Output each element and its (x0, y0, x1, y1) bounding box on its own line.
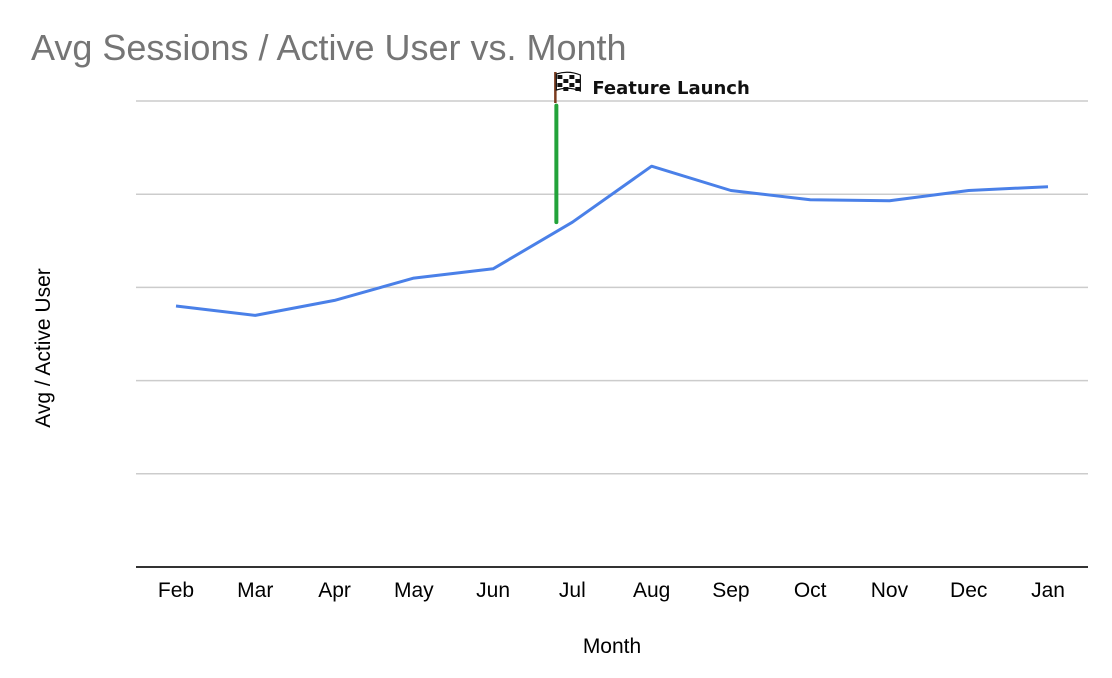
gridlines (136, 100, 1088, 475)
x-tick-sep: Sep (712, 579, 749, 602)
x-tick-jan: Jan (1031, 579, 1065, 602)
x-tick-jun: Jun (476, 579, 510, 602)
x-tick-apr: Apr (318, 579, 351, 602)
x-tick-feb: Feb (158, 579, 194, 602)
x-tick-jul: Jul (559, 579, 586, 602)
x-axis-label: Month (583, 635, 641, 658)
data-points (174, 164, 1050, 317)
x-tick-labels: Feb Mar Apr May Jun Jul Aug Sep Oct Nov Dec Jan (158, 579, 1065, 602)
x-tick-may: May (394, 579, 434, 602)
x-tick-aug: Aug (633, 579, 670, 602)
y-axis-label: Avg / Active User (32, 268, 55, 428)
x-tick-dec: Dec (950, 579, 987, 602)
feature-launch-label: Feature Launch (592, 78, 749, 99)
checkered-flag-icon (554, 71, 581, 103)
x-tick-nov: Nov (871, 579, 909, 602)
x-tick-mar: Mar (237, 579, 273, 602)
chart-title: Avg Sessions / Active User vs. Month (31, 27, 627, 68)
x-tick-oct: Oct (794, 579, 827, 602)
feature-launch-annotation: Feature Launch (554, 71, 750, 225)
series-line (175, 164, 1049, 317)
